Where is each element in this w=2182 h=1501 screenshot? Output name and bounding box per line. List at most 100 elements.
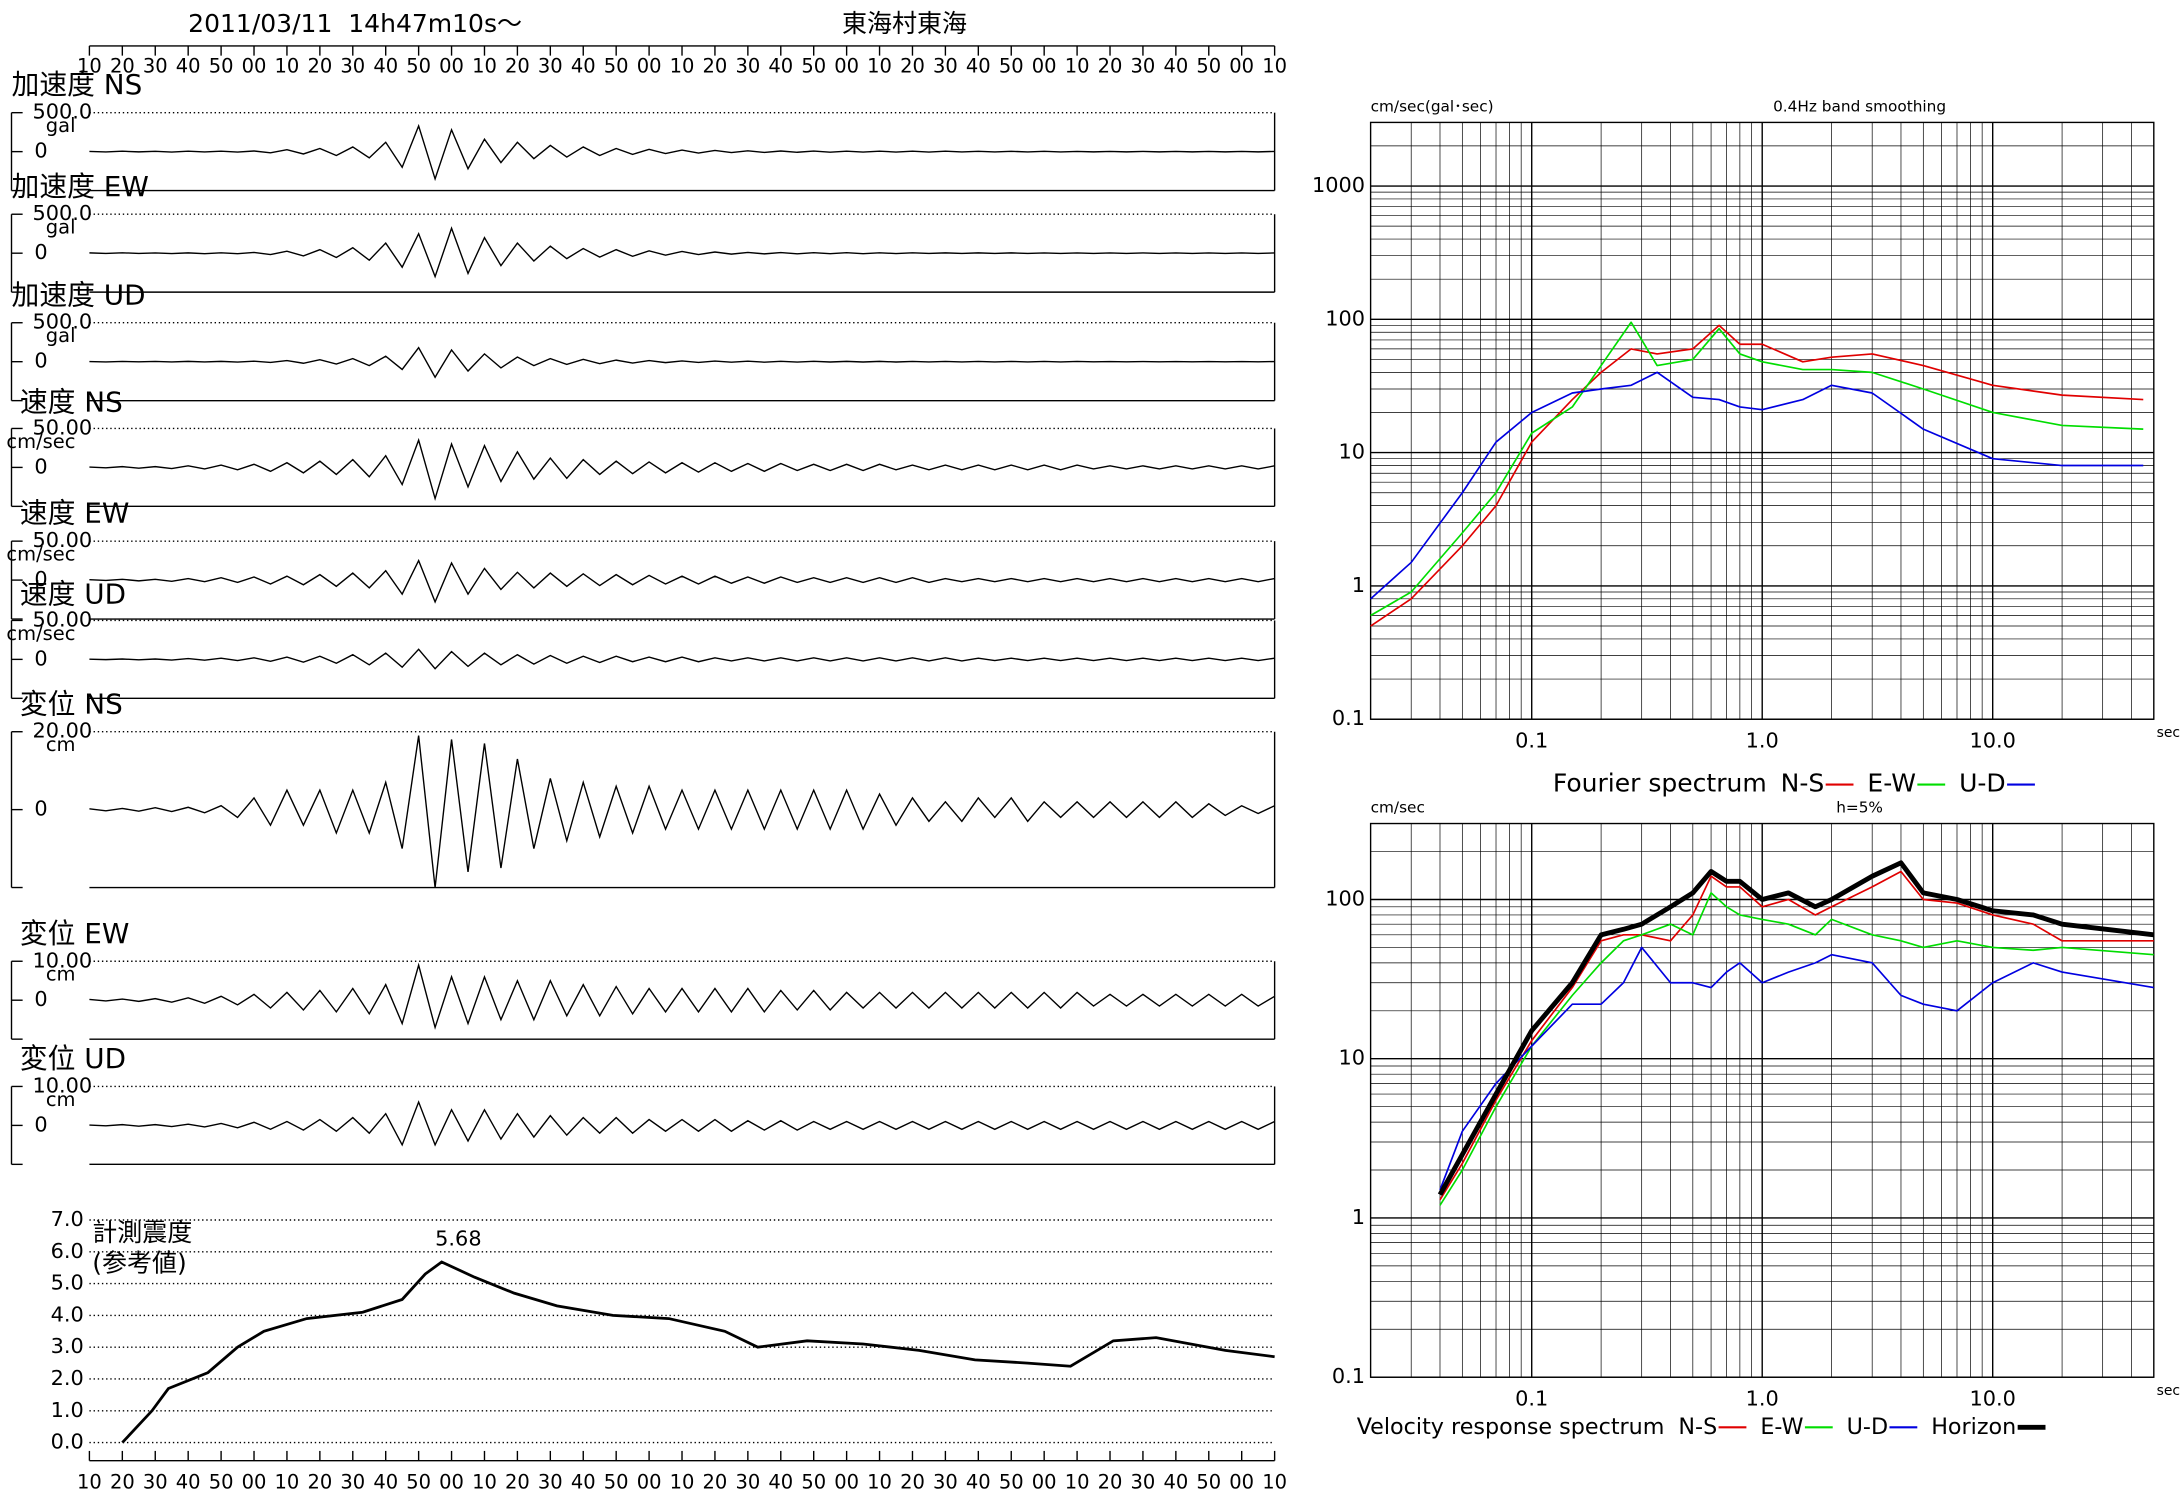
x-tick-label: 1.0 <box>1746 728 1779 752</box>
y-tick-label: 4.0 <box>51 1302 84 1326</box>
y-tick-label: 0 <box>34 646 47 670</box>
y-tick-label: 500.0 <box>32 310 92 334</box>
annotation: 5.68 <box>435 1227 481 1251</box>
x-tick-label: 30 <box>933 54 958 77</box>
series-line <box>1437 860 2155 1196</box>
panel-title: 変位 NS <box>20 687 123 720</box>
y-tick-label: 3.0 <box>51 1334 84 1358</box>
x-tick-label: 00 <box>1032 54 1057 77</box>
x-tick-label: 20 <box>1098 54 1123 77</box>
y-tick-label: 50.00 <box>32 528 92 552</box>
legend-label: N-S <box>1781 769 1825 798</box>
x-tick-label: 00 <box>637 54 662 77</box>
intensity-line <box>121 1260 1275 1444</box>
x-tick-label: 20 <box>110 54 135 77</box>
y-tick-label: 0 <box>34 567 47 591</box>
legend-label: U-D <box>1959 769 2006 798</box>
unit-label: gal <box>46 216 76 239</box>
x-tick-label: 00 <box>1229 54 1254 77</box>
y-tick-label: 100 <box>1325 306 1365 330</box>
legend-label: U-D <box>1847 1414 1888 1440</box>
series-line <box>1370 324 2144 627</box>
x-tick-label: 10 <box>1262 1470 1287 1493</box>
y-tick-label: 0 <box>34 240 47 264</box>
x-tick-label: 00 <box>439 54 464 77</box>
y-tick-label: 5.0 <box>51 1271 84 1295</box>
panel-title: 変位 EW <box>20 917 130 950</box>
y-tick-label: 0.1 <box>1332 1364 1365 1388</box>
x-tick-label: 10 <box>275 1470 300 1493</box>
x-tick-label: 20 <box>505 54 530 77</box>
x-tick-label: 00 <box>1032 1470 1057 1493</box>
y-tick-label: 1.0 <box>51 1398 84 1422</box>
y-tick-label: 7.0 <box>51 1207 84 1231</box>
y-tick-label: 500.0 <box>32 100 92 124</box>
unit-label: cm <box>46 963 76 986</box>
y-tick-label: 500.0 <box>32 201 92 225</box>
subtitle: 0.4Hz band smoothing <box>1773 98 1946 116</box>
x-tick-label: 20 <box>110 1470 135 1493</box>
subtitle: h=5% <box>1836 799 1883 817</box>
y-tick-label: 50.00 <box>32 415 92 439</box>
y-tick-label: 50.00 <box>32 607 92 631</box>
y-tick-label: 0 <box>34 1112 47 1136</box>
waveform <box>89 558 1275 604</box>
x-tick-label: 40 <box>373 54 398 77</box>
x-tick-label: 20 <box>900 54 925 77</box>
x-tick-label: 10 <box>77 1470 102 1493</box>
x-tick-label: 50 <box>999 1470 1024 1493</box>
y-tick-label: 20.00 <box>32 719 92 743</box>
x-tick-label: 10 <box>1262 54 1287 77</box>
station: 東海村東海 <box>842 9 967 38</box>
waveform <box>89 123 1275 182</box>
x-tick-label: 1.0 <box>1746 1386 1779 1410</box>
x-tick-label: 50 <box>406 1470 431 1493</box>
waveform <box>89 648 1275 670</box>
x-tick-label: 10 <box>77 54 102 77</box>
x-tick-label: 00 <box>242 1470 267 1493</box>
x-tick-label: 40 <box>768 54 793 77</box>
legend-label: Horizon <box>1931 1414 2016 1440</box>
x-tick-label: 20 <box>703 54 728 77</box>
x-tick-label: 20 <box>900 1470 925 1493</box>
x-tick-label: 30 <box>340 1470 365 1493</box>
waveform <box>89 437 1275 502</box>
x-tick-label: 10 <box>867 1470 892 1493</box>
y-tick-label: 2.0 <box>51 1366 84 1390</box>
unit-label: cm <box>46 733 76 756</box>
y-tick-label: 100 <box>1325 887 1365 911</box>
unit-label: gal <box>46 114 76 137</box>
y-tick-label: 0 <box>34 797 47 821</box>
x-tick-label: 30 <box>340 54 365 77</box>
x-tick-label: 10 <box>472 1470 497 1493</box>
x-tick-label: 10 <box>670 54 695 77</box>
x-tick-label: 00 <box>637 1470 662 1493</box>
y-axis-label: cm/sec(gal･sec) <box>1371 98 1494 116</box>
series-line <box>1439 892 2154 1206</box>
x-tick-label: 40 <box>571 1470 596 1493</box>
x-tick-label: 30 <box>735 54 760 77</box>
y-axis-label: cm/sec <box>1371 799 1425 817</box>
x-tick-label: 10 <box>1065 1470 1090 1493</box>
x-tick-label: 50 <box>209 1470 234 1493</box>
panel-title: 速度 NS <box>20 385 123 418</box>
unit-label: cm/sec <box>6 430 75 453</box>
x-tick-label: 40 <box>176 1470 201 1493</box>
x-tick-label: 50 <box>209 54 234 77</box>
x-tick-label: 50 <box>1196 54 1221 77</box>
x-tick-label: 50 <box>999 54 1024 77</box>
unit-label: cm <box>46 1088 76 1111</box>
chart-subtitle: (参考値) <box>92 1249 187 1278</box>
series-line <box>1439 870 2154 1201</box>
legend-label: N-S <box>1678 1414 1717 1440</box>
y-tick-label: 6.0 <box>51 1239 84 1263</box>
x-tick-label: 50 <box>1196 1470 1221 1493</box>
y-tick-label: 0 <box>34 349 47 373</box>
x-tick-label: 40 <box>176 54 201 77</box>
panel-title: 加速度 UD <box>12 278 146 311</box>
x-tick-label: 30 <box>933 1470 958 1493</box>
datetime: 2011/03/11 14h47m10s～ <box>188 9 522 38</box>
x-tick-label: 40 <box>768 1470 793 1493</box>
chart-title: 計測震度 <box>92 1218 192 1247</box>
